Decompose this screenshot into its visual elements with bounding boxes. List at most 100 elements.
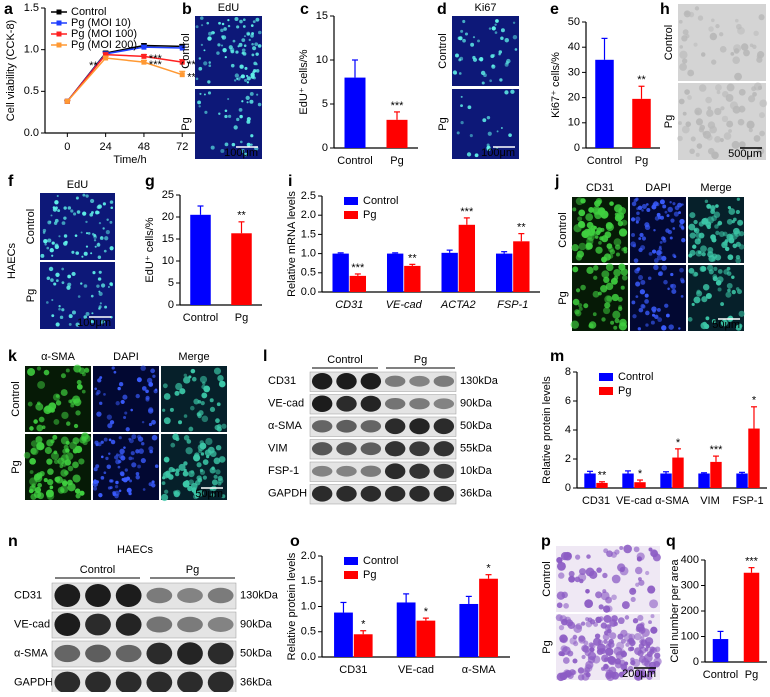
y-tick-label: 0.5 xyxy=(301,267,316,279)
bar xyxy=(344,77,366,148)
scale-label: 100μm xyxy=(481,147,515,159)
bar xyxy=(458,224,476,292)
row-label: Pg xyxy=(10,460,22,473)
cell xyxy=(140,365,146,371)
cell xyxy=(608,253,614,259)
cell xyxy=(198,105,201,108)
micrograph xyxy=(93,434,159,500)
cell xyxy=(603,663,609,670)
cell xyxy=(682,29,689,36)
cell xyxy=(46,276,51,281)
cell xyxy=(714,135,721,143)
y-tick-label: 1.0 xyxy=(301,248,316,260)
cell xyxy=(693,219,698,225)
cell xyxy=(137,436,144,442)
cell xyxy=(192,494,199,500)
group-label: Control xyxy=(327,354,362,366)
cell xyxy=(193,454,201,462)
cell xyxy=(215,418,220,424)
y-tick-label: 6 xyxy=(565,395,571,407)
cell xyxy=(585,588,590,594)
cell xyxy=(498,50,503,54)
cell xyxy=(151,483,156,488)
cell xyxy=(680,295,684,298)
cell xyxy=(645,203,649,206)
cell xyxy=(251,53,255,57)
protein-label: CD31 xyxy=(14,589,42,601)
image-title: DAPI xyxy=(645,182,671,194)
cell xyxy=(29,470,34,474)
cell xyxy=(593,265,599,271)
cell xyxy=(721,241,728,249)
significance: * xyxy=(361,619,366,631)
cell xyxy=(217,424,222,429)
cell xyxy=(478,58,481,61)
y-tick-label: 200 xyxy=(681,605,699,617)
row-label: Control xyxy=(437,33,449,68)
cell xyxy=(195,77,199,81)
legend-label: Pg xyxy=(618,385,631,397)
blot-strip xyxy=(51,611,237,639)
bar xyxy=(332,253,349,292)
band xyxy=(207,642,234,665)
cell xyxy=(242,18,246,22)
band xyxy=(177,671,203,694)
cell xyxy=(197,444,205,451)
legend-label: Control xyxy=(363,195,398,207)
cell xyxy=(29,426,34,431)
cell xyxy=(579,222,586,229)
cell xyxy=(633,546,640,553)
band xyxy=(177,588,203,603)
cell xyxy=(49,248,54,253)
cell xyxy=(213,474,218,479)
cell xyxy=(106,414,112,420)
cell xyxy=(30,447,39,456)
cell xyxy=(210,450,217,458)
y-tick-label: 5 xyxy=(168,277,174,289)
cell xyxy=(472,36,476,39)
cell xyxy=(658,247,662,251)
band xyxy=(115,584,142,607)
y-tick-label: 0.5 xyxy=(24,85,39,97)
cell xyxy=(581,644,589,652)
cell xyxy=(234,17,239,22)
cell xyxy=(593,275,598,280)
cell xyxy=(657,271,663,276)
band xyxy=(146,642,173,665)
cell xyxy=(611,594,617,601)
cell xyxy=(200,16,204,20)
cell xyxy=(85,311,90,316)
cell xyxy=(221,423,227,429)
cell xyxy=(724,246,730,252)
cell xyxy=(221,22,225,26)
cell xyxy=(131,434,137,440)
cell xyxy=(462,38,466,43)
cell xyxy=(66,285,71,290)
cell xyxy=(138,448,144,454)
cell xyxy=(705,96,712,104)
cell xyxy=(644,299,649,304)
cell xyxy=(95,480,99,484)
cell xyxy=(81,389,86,394)
cell xyxy=(256,93,259,96)
x-tick-label: α-SMA xyxy=(655,495,690,507)
cell xyxy=(584,599,594,609)
band xyxy=(384,397,406,410)
cell xyxy=(638,237,642,241)
cell xyxy=(621,274,628,281)
cell xyxy=(705,292,712,299)
cell xyxy=(99,236,104,240)
cell xyxy=(735,254,741,260)
cell xyxy=(55,394,60,398)
x-tick-label: Pg xyxy=(745,669,758,681)
cell xyxy=(188,426,194,432)
cell xyxy=(455,53,459,58)
bar xyxy=(743,572,760,662)
cell xyxy=(617,617,625,625)
cell xyxy=(707,251,714,258)
band xyxy=(85,613,111,636)
cell xyxy=(614,318,620,324)
cell xyxy=(600,285,608,293)
cell xyxy=(46,458,53,465)
cell xyxy=(44,243,47,246)
